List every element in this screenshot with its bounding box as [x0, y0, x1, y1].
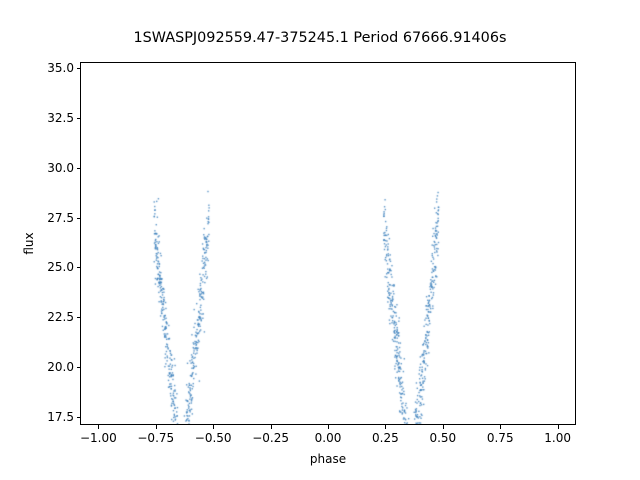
x-tick-label: 0.75 [486, 431, 514, 445]
y-tick-label: 32.5 [47, 110, 74, 125]
y-tick-mark [76, 67, 80, 69]
y-tick-mark [76, 267, 80, 269]
y-tick-mark [76, 117, 80, 119]
x-tick-label: −0.75 [137, 431, 175, 445]
x-tick-label: 0.00 [314, 431, 342, 445]
x-tick-mark [557, 425, 559, 429]
x-tick-mark [270, 425, 272, 429]
y-tick-label: 35.0 [47, 60, 74, 75]
chart-title: 1SWASPJ092559.47-375245.1 Period 67666.9… [133, 30, 507, 46]
x-tick-mark [328, 425, 329, 429]
y-tick-label: 17.5 [47, 410, 74, 425]
y-tick-label: 27.5 [47, 210, 74, 225]
x-axis-label: phase [309, 452, 347, 466]
y-axis-label: flux [22, 232, 36, 255]
plot-axes-area [80, 62, 576, 425]
y-tick-label: 20.0 [47, 360, 74, 375]
scatter-plot-points [81, 63, 575, 424]
y-tick-label: 25.0 [47, 260, 74, 275]
x-tick-mark [442, 425, 444, 429]
x-tick-label: 0.25 [372, 431, 399, 445]
y-tick-mark [76, 417, 80, 419]
y-tick-mark [76, 217, 80, 219]
x-tick-mark [213, 425, 215, 429]
x-tick-mark [500, 425, 502, 429]
y-tick-label: 22.5 [47, 310, 74, 325]
y-tick-mark [76, 317, 80, 319]
y-tick-mark [76, 167, 80, 169]
x-tick-label: 0.50 [429, 431, 457, 445]
x-tick-mark [385, 425, 387, 429]
y-tick-mark [76, 367, 80, 369]
x-tick-mark [155, 425, 157, 429]
x-tick-mark [98, 425, 100, 429]
x-tick-label: −0.50 [194, 431, 232, 445]
x-tick-label: −0.25 [252, 431, 289, 445]
x-tick-label: −1.00 [79, 431, 117, 445]
y-tick-label: 30.0 [47, 160, 74, 175]
x-tick-label: 1.00 [544, 431, 571, 445]
